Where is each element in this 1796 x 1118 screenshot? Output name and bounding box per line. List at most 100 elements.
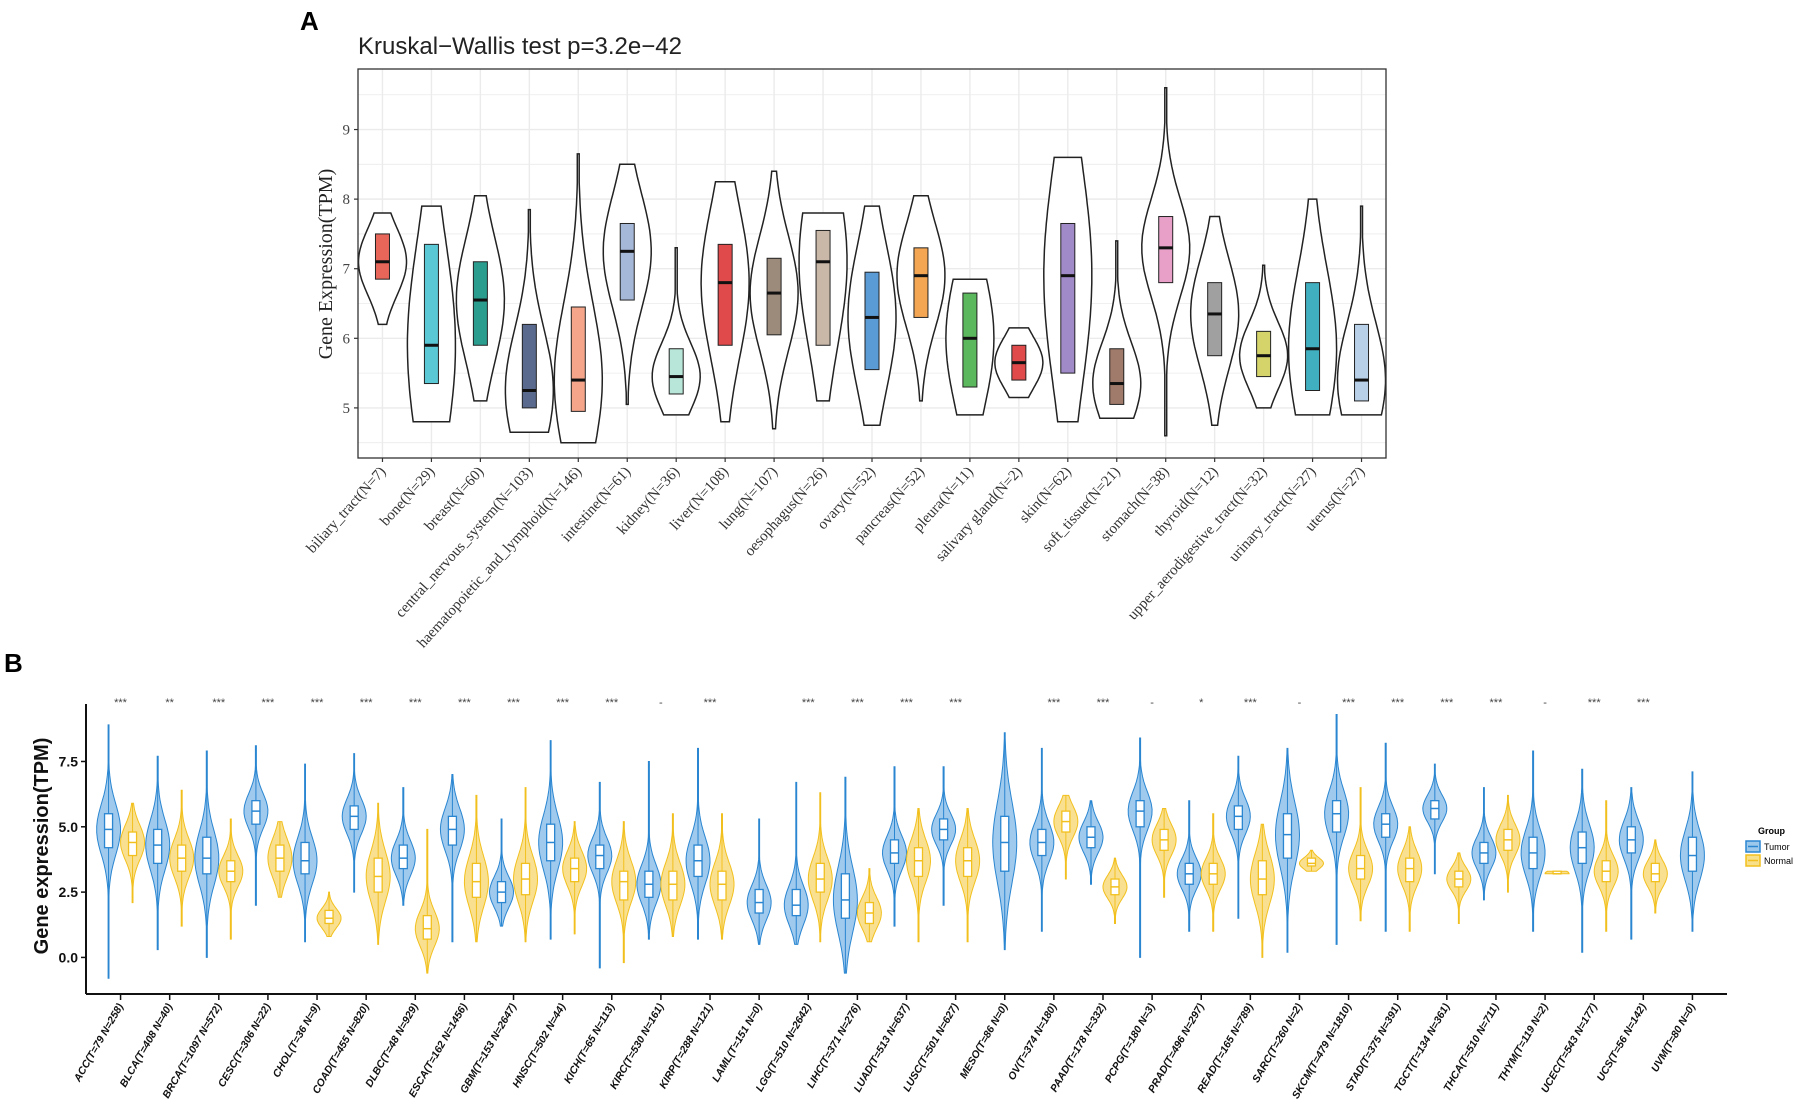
box xyxy=(962,292,978,388)
legend-title: Group xyxy=(1758,826,1785,836)
x-tick-label: COAD(T=455 N=820) xyxy=(310,1001,372,1096)
x-tick-label: PRAD(T=496 N=297) xyxy=(1146,1001,1207,1095)
box-tumor xyxy=(202,836,212,875)
y-tick-label: 6 xyxy=(343,331,351,347)
box xyxy=(864,271,880,371)
y-tick-label: 5.0 xyxy=(59,819,79,835)
x-tick-label: UCS(T=56 N=142) xyxy=(1595,1001,1649,1083)
y-tick-label: 7.5 xyxy=(59,753,79,769)
significance-mark: *** xyxy=(507,697,521,709)
box-normal xyxy=(1355,854,1366,880)
x-tick-label: LGG(T=510 N=2642) xyxy=(754,1001,815,1094)
box-tumor xyxy=(1282,813,1293,859)
significance-mark: *** xyxy=(900,697,914,709)
significance-mark: *** xyxy=(458,697,472,709)
x-tick-label: salivary gland(N=2) xyxy=(933,464,1026,565)
significance-mark: *** xyxy=(949,697,963,709)
box-tumor xyxy=(754,888,764,914)
x-tick-label: PAAD(T=178 N=332) xyxy=(1048,1001,1109,1094)
box xyxy=(570,306,586,412)
x-tick-label: DLBC(T=48 N=929) xyxy=(363,1001,421,1089)
box-tumor xyxy=(595,844,605,870)
violin xyxy=(504,208,555,434)
x-tick-label: STAD(T=375 N=391) xyxy=(1343,1001,1403,1093)
box-normal xyxy=(127,831,138,857)
significance-mark: *** xyxy=(1588,697,1602,709)
significance-mark: *** xyxy=(262,697,276,709)
significance-mark: *** xyxy=(556,697,570,709)
x-tick-label: biliary_tract(N=7) xyxy=(304,464,390,557)
legend-label-tumor: Tumor xyxy=(1764,842,1790,852)
box xyxy=(1109,348,1125,405)
legend: Group Tumor Normal xyxy=(1745,826,1793,867)
significance-mark: *** xyxy=(1097,697,1111,709)
violin xyxy=(651,247,701,416)
panel-label-a: A xyxy=(300,6,319,36)
box-normal xyxy=(962,847,973,878)
chart-a-ylabel: Gene Expression(TPM) xyxy=(315,169,337,360)
box xyxy=(1158,216,1174,284)
box-normal xyxy=(373,857,383,893)
box xyxy=(423,243,439,385)
x-tick-label: PCPG(T=180 N=3) xyxy=(1103,1001,1158,1085)
y-tick-label: 2.5 xyxy=(59,884,79,900)
box-normal xyxy=(815,862,825,893)
significance-mark: *** xyxy=(704,697,718,709)
violin xyxy=(1092,240,1142,420)
y-tick-label: 5 xyxy=(343,401,351,417)
box-normal xyxy=(1306,857,1317,867)
significance-mark: *** xyxy=(1047,697,1061,709)
box-tumor xyxy=(1233,805,1243,831)
box-tumor xyxy=(889,839,900,865)
chart-a-title: Kruskal−Wallis test p=3.2e−42 xyxy=(358,33,682,60)
x-tick-label: GBM(T=153 N=2647) xyxy=(458,1001,519,1095)
box xyxy=(1305,282,1321,391)
box-tumor xyxy=(398,844,408,870)
box xyxy=(1060,222,1076,374)
box-normal xyxy=(1257,860,1267,896)
x-tick-label: KIRP(T=288 N=121) xyxy=(657,1001,716,1091)
box xyxy=(766,257,782,336)
chart-b: ***ACC(T=79 N=258)**BLCA(T=408 N=40)***B… xyxy=(59,697,1727,1101)
box-normal xyxy=(471,862,482,898)
box xyxy=(619,222,635,301)
x-tick-label: MESO(T=86 N=0) xyxy=(958,1001,1011,1081)
x-tick-label: oesophagus(N=26) xyxy=(742,464,830,560)
significance-mark: *** xyxy=(1342,697,1356,709)
x-tick-label: THCA(T=510 N=711) xyxy=(1441,1001,1501,1094)
box-normal xyxy=(619,870,629,901)
x-tick-label: BLCA(T=408 N=40) xyxy=(118,1001,176,1089)
box-tumor xyxy=(349,805,359,831)
significance-mark: *** xyxy=(409,697,423,709)
y-tick-label: 9 xyxy=(343,123,351,139)
x-tick-label: UCEC(T=543 N=177) xyxy=(1539,1001,1600,1095)
significance-mark: *** xyxy=(311,697,325,709)
box-tumor xyxy=(103,813,114,849)
box-normal xyxy=(717,870,727,901)
significance-mark: - xyxy=(1543,697,1547,709)
box-normal xyxy=(913,847,924,878)
x-tick-label: READ(T=165 N=789) xyxy=(1195,1001,1256,1095)
box-tumor xyxy=(153,828,163,865)
box-normal xyxy=(1405,857,1415,883)
box xyxy=(521,323,537,409)
significance-mark: *** xyxy=(212,697,226,709)
significance-mark: *** xyxy=(605,697,619,709)
box xyxy=(374,233,390,280)
box xyxy=(913,247,929,318)
significance-mark: ** xyxy=(165,697,174,709)
box-tumor xyxy=(300,841,310,875)
box-normal xyxy=(324,909,334,925)
significance-mark: * xyxy=(1199,697,1204,709)
x-tick-label: LUSC(T=501 N=627) xyxy=(901,1001,962,1094)
significance-mark: - xyxy=(659,697,663,709)
box-tumor xyxy=(447,815,458,846)
significance-mark: *** xyxy=(802,697,816,709)
box-tumor xyxy=(1430,800,1440,820)
x-tick-label: CHOL(T=36 N=9) xyxy=(271,1001,323,1080)
significance-mark: *** xyxy=(1637,697,1651,709)
box-tumor xyxy=(840,873,851,919)
significance-mark: *** xyxy=(1244,697,1258,709)
x-tick-label: TGCT(T=134 N=361) xyxy=(1392,1001,1453,1094)
